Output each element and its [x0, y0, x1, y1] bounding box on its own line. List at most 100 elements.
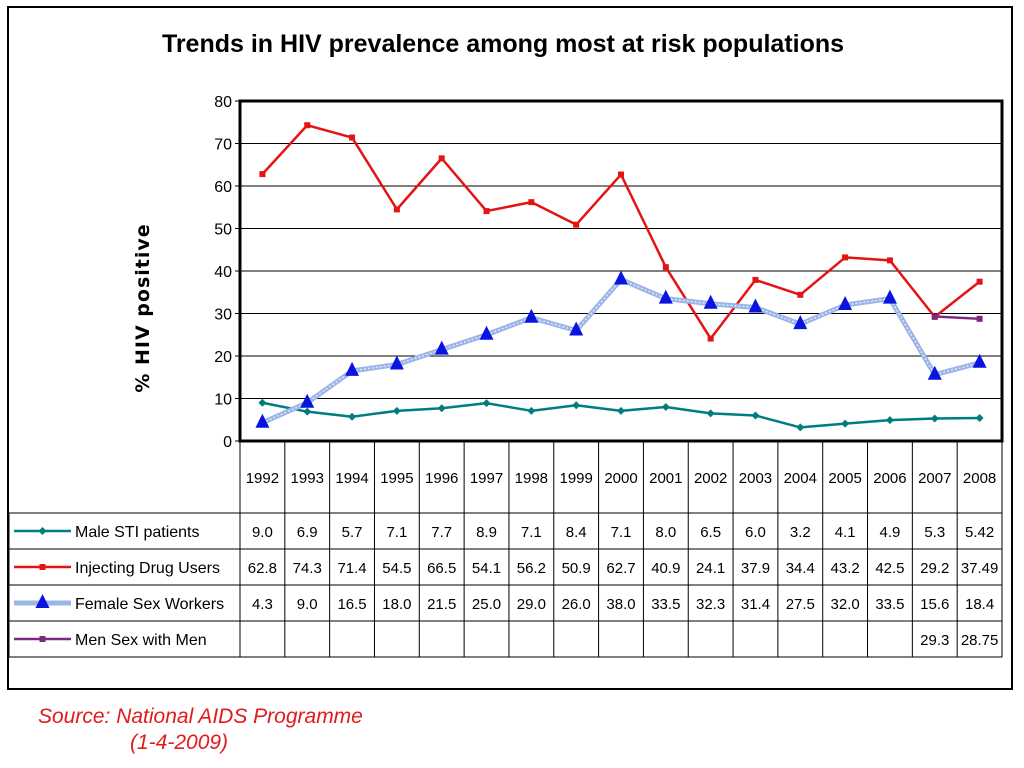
data-point	[437, 404, 446, 413]
data-table: 1992 1993 1994 1995 1996 1997 1998 1999 2000 2001…	[9, 440, 1003, 658]
data-label: 34.4	[786, 560, 815, 577]
data-label: 25.0	[472, 596, 501, 613]
data-point	[931, 313, 938, 320]
series-markers	[255, 122, 987, 432]
year-label: 2002	[694, 470, 727, 487]
data-label: 32.3	[696, 596, 725, 613]
data-point	[838, 296, 853, 310]
data-label: 9.0	[252, 524, 273, 541]
data-point	[300, 393, 315, 408]
data-label: 42.5	[875, 560, 904, 577]
data-point	[392, 406, 401, 415]
data-point	[569, 321, 584, 336]
data-label: 26.0	[562, 596, 591, 613]
data-label: 32.0	[831, 596, 860, 613]
data-label: 6.0	[745, 524, 766, 541]
data-label: 62.7	[606, 560, 635, 577]
series-name: Female Sex Workers	[75, 596, 224, 613]
data-label: 4.3	[252, 596, 273, 613]
data-point	[479, 325, 494, 340]
legend-key-marker	[38, 527, 47, 535]
series-line-highlight	[262, 278, 980, 424]
data-label: 7.7	[431, 524, 452, 541]
data-label: 4.1	[835, 524, 856, 541]
data-point	[389, 355, 404, 370]
chart-frame: Trends in HIV prevalence among most at r…	[7, 6, 1013, 690]
data-label: 28.75	[961, 632, 999, 649]
y-tick-label: 40	[214, 264, 232, 281]
data-point	[972, 353, 987, 368]
data-label: 37.9	[741, 560, 770, 577]
data-label: 37.49	[961, 560, 999, 577]
data-point	[617, 406, 625, 415]
data-point	[572, 401, 581, 410]
data-point	[703, 294, 718, 309]
data-label: 29.2	[920, 560, 949, 577]
source-note: Source: National AIDS Programme (1-4-200…	[38, 704, 363, 756]
data-label: 71.4	[337, 560, 366, 577]
y-tick-label: 80	[214, 94, 232, 111]
year-label: 1998	[515, 470, 548, 487]
data-point	[528, 199, 535, 206]
data-label: 7.1	[611, 524, 632, 541]
data-point	[796, 423, 805, 432]
year-label: 2001	[649, 470, 682, 487]
data-label: 29.0	[517, 596, 546, 613]
year-label: 2000	[604, 470, 637, 487]
year-label: 1999	[559, 470, 592, 487]
data-label: 15.6	[920, 596, 949, 613]
data-point	[707, 335, 714, 342]
data-point	[886, 257, 893, 264]
data-label: 5.3	[924, 524, 945, 541]
data-label: 56.2	[517, 560, 546, 577]
data-label: 24.1	[696, 560, 725, 577]
y-tick-label: 0	[223, 434, 232, 451]
data-point	[751, 411, 760, 420]
data-label: 18.4	[965, 596, 994, 613]
legend-key-marker	[39, 636, 46, 642]
data-point	[258, 398, 267, 407]
year-label: 2006	[873, 470, 906, 487]
data-point	[927, 365, 942, 380]
data-label: 62.8	[248, 560, 277, 577]
data-point	[618, 171, 624, 178]
data-label: 50.9	[562, 560, 591, 577]
data-label: 8.0	[655, 524, 676, 541]
data-point	[706, 409, 715, 418]
y-axis-label: % HIV positive	[132, 223, 154, 392]
year-label: 1995	[380, 470, 413, 487]
series-line-1	[261, 123, 981, 340]
data-point	[975, 413, 984, 422]
data-label: 66.5	[427, 560, 456, 577]
data-point	[434, 340, 449, 355]
legend-key-marker	[35, 594, 50, 608]
y-tick-label: 70	[214, 137, 232, 154]
series-name: Male STI patients	[75, 524, 200, 541]
y-axis-label-group: % HIV positive	[132, 223, 154, 392]
data-point	[752, 276, 759, 283]
series-name: Men Sex with Men	[75, 632, 207, 649]
year-label: 2008	[963, 470, 996, 487]
data-label: 5.7	[342, 524, 363, 541]
year-label: 1993	[291, 470, 324, 487]
data-label: 40.9	[651, 560, 680, 577]
data-label: 74.3	[293, 560, 322, 577]
data-point	[976, 278, 983, 285]
data-point	[303, 407, 312, 416]
data-label: 16.5	[337, 596, 366, 613]
data-point	[882, 289, 897, 304]
data-label: 31.4	[741, 596, 770, 613]
y-tick-label: 10	[214, 392, 232, 409]
data-label: 54.1	[472, 560, 501, 577]
data-point	[614, 270, 628, 285]
data-point	[304, 122, 311, 129]
y-tick-label: 30	[214, 307, 232, 324]
data-point	[393, 206, 400, 213]
data-point	[482, 399, 491, 408]
data-label: 29.3	[920, 632, 949, 649]
data-label: 9.0	[297, 596, 318, 613]
y-tick-label: 60	[214, 179, 232, 196]
source-line-1: Source: National AIDS Programme	[38, 705, 363, 728]
source-line-2: (1-4-2009)	[130, 731, 229, 754]
data-label: 3.2	[790, 524, 811, 541]
